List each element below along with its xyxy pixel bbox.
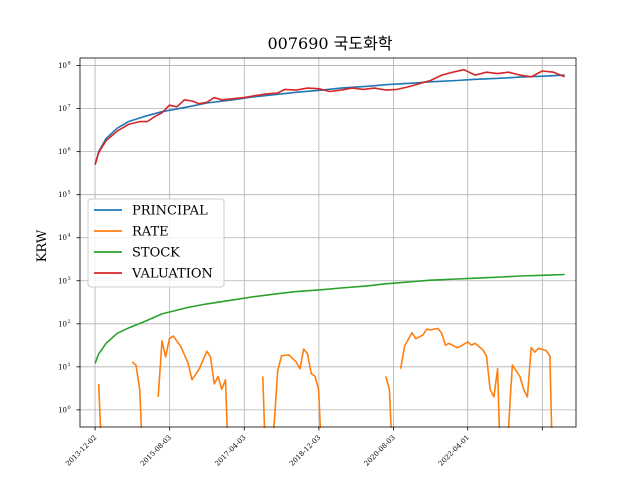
series-line-rate — [97, 327, 553, 428]
series-line-valuation — [94, 68, 566, 165]
chart-title: 007690 국도화학 — [267, 34, 392, 53]
legend-box — [87, 198, 225, 288]
x-tick-label: 2015-08-03 — [139, 434, 173, 468]
legend: PRINCIPAL RATE STOCK VALUATION — [87, 198, 225, 288]
x-tick-label: 2022-04-01 — [437, 434, 471, 468]
y-tick-exponent: 0 — [68, 405, 71, 411]
y-tick-label: 10 — [58, 148, 67, 156]
y-tick-label: 10 — [58, 62, 67, 70]
y-tick-exponent: 2 — [68, 319, 71, 325]
plot-frame — [79, 57, 577, 428]
y-tick-label: 10 — [58, 191, 67, 199]
x-axis-ticks: 2013-12-02 2015-08-03 2017-04-03 2018-12-03… — [64, 427, 543, 468]
series-lines — [94, 68, 566, 428]
y-tick-label: 10 — [58, 363, 67, 371]
y-tick-exponent: 6 — [68, 147, 71, 153]
x-tick-label: 2017-04-03 — [213, 434, 247, 468]
y-tick-exponent: 8 — [68, 61, 71, 67]
x-tick-label: 2018-12-03 — [288, 434, 322, 468]
y-axis-label: KRW — [35, 229, 50, 262]
grid — [80, 58, 576, 427]
y-tick-label: 10 — [58, 320, 67, 328]
legend-label-stock: STOCK — [132, 246, 180, 261]
y-tick-label: 10 — [58, 406, 67, 414]
y-tick-exponent: 1 — [68, 362, 71, 368]
x-tick-label: 2013-12-02 — [64, 434, 98, 468]
y-tick-exponent: 3 — [68, 276, 71, 282]
y-tick-exponent: 5 — [68, 190, 71, 196]
legend-label-principal: PRINCIPAL — [132, 204, 208, 219]
y-tick-label: 10 — [58, 234, 67, 242]
legend-label-valuation: VALUATION — [131, 267, 213, 282]
x-tick-label: 2020-08-03 — [363, 434, 397, 468]
y-tick-exponent: 4 — [68, 233, 71, 239]
series-line-principal — [94, 74, 565, 165]
y-tick-exponent: 7 — [68, 104, 71, 110]
y-tick-label: 10 — [58, 105, 67, 113]
legend-label-rate: RATE — [132, 225, 169, 240]
series-line-stock — [94, 273, 565, 364]
y-tick-label: 10 — [58, 277, 67, 285]
